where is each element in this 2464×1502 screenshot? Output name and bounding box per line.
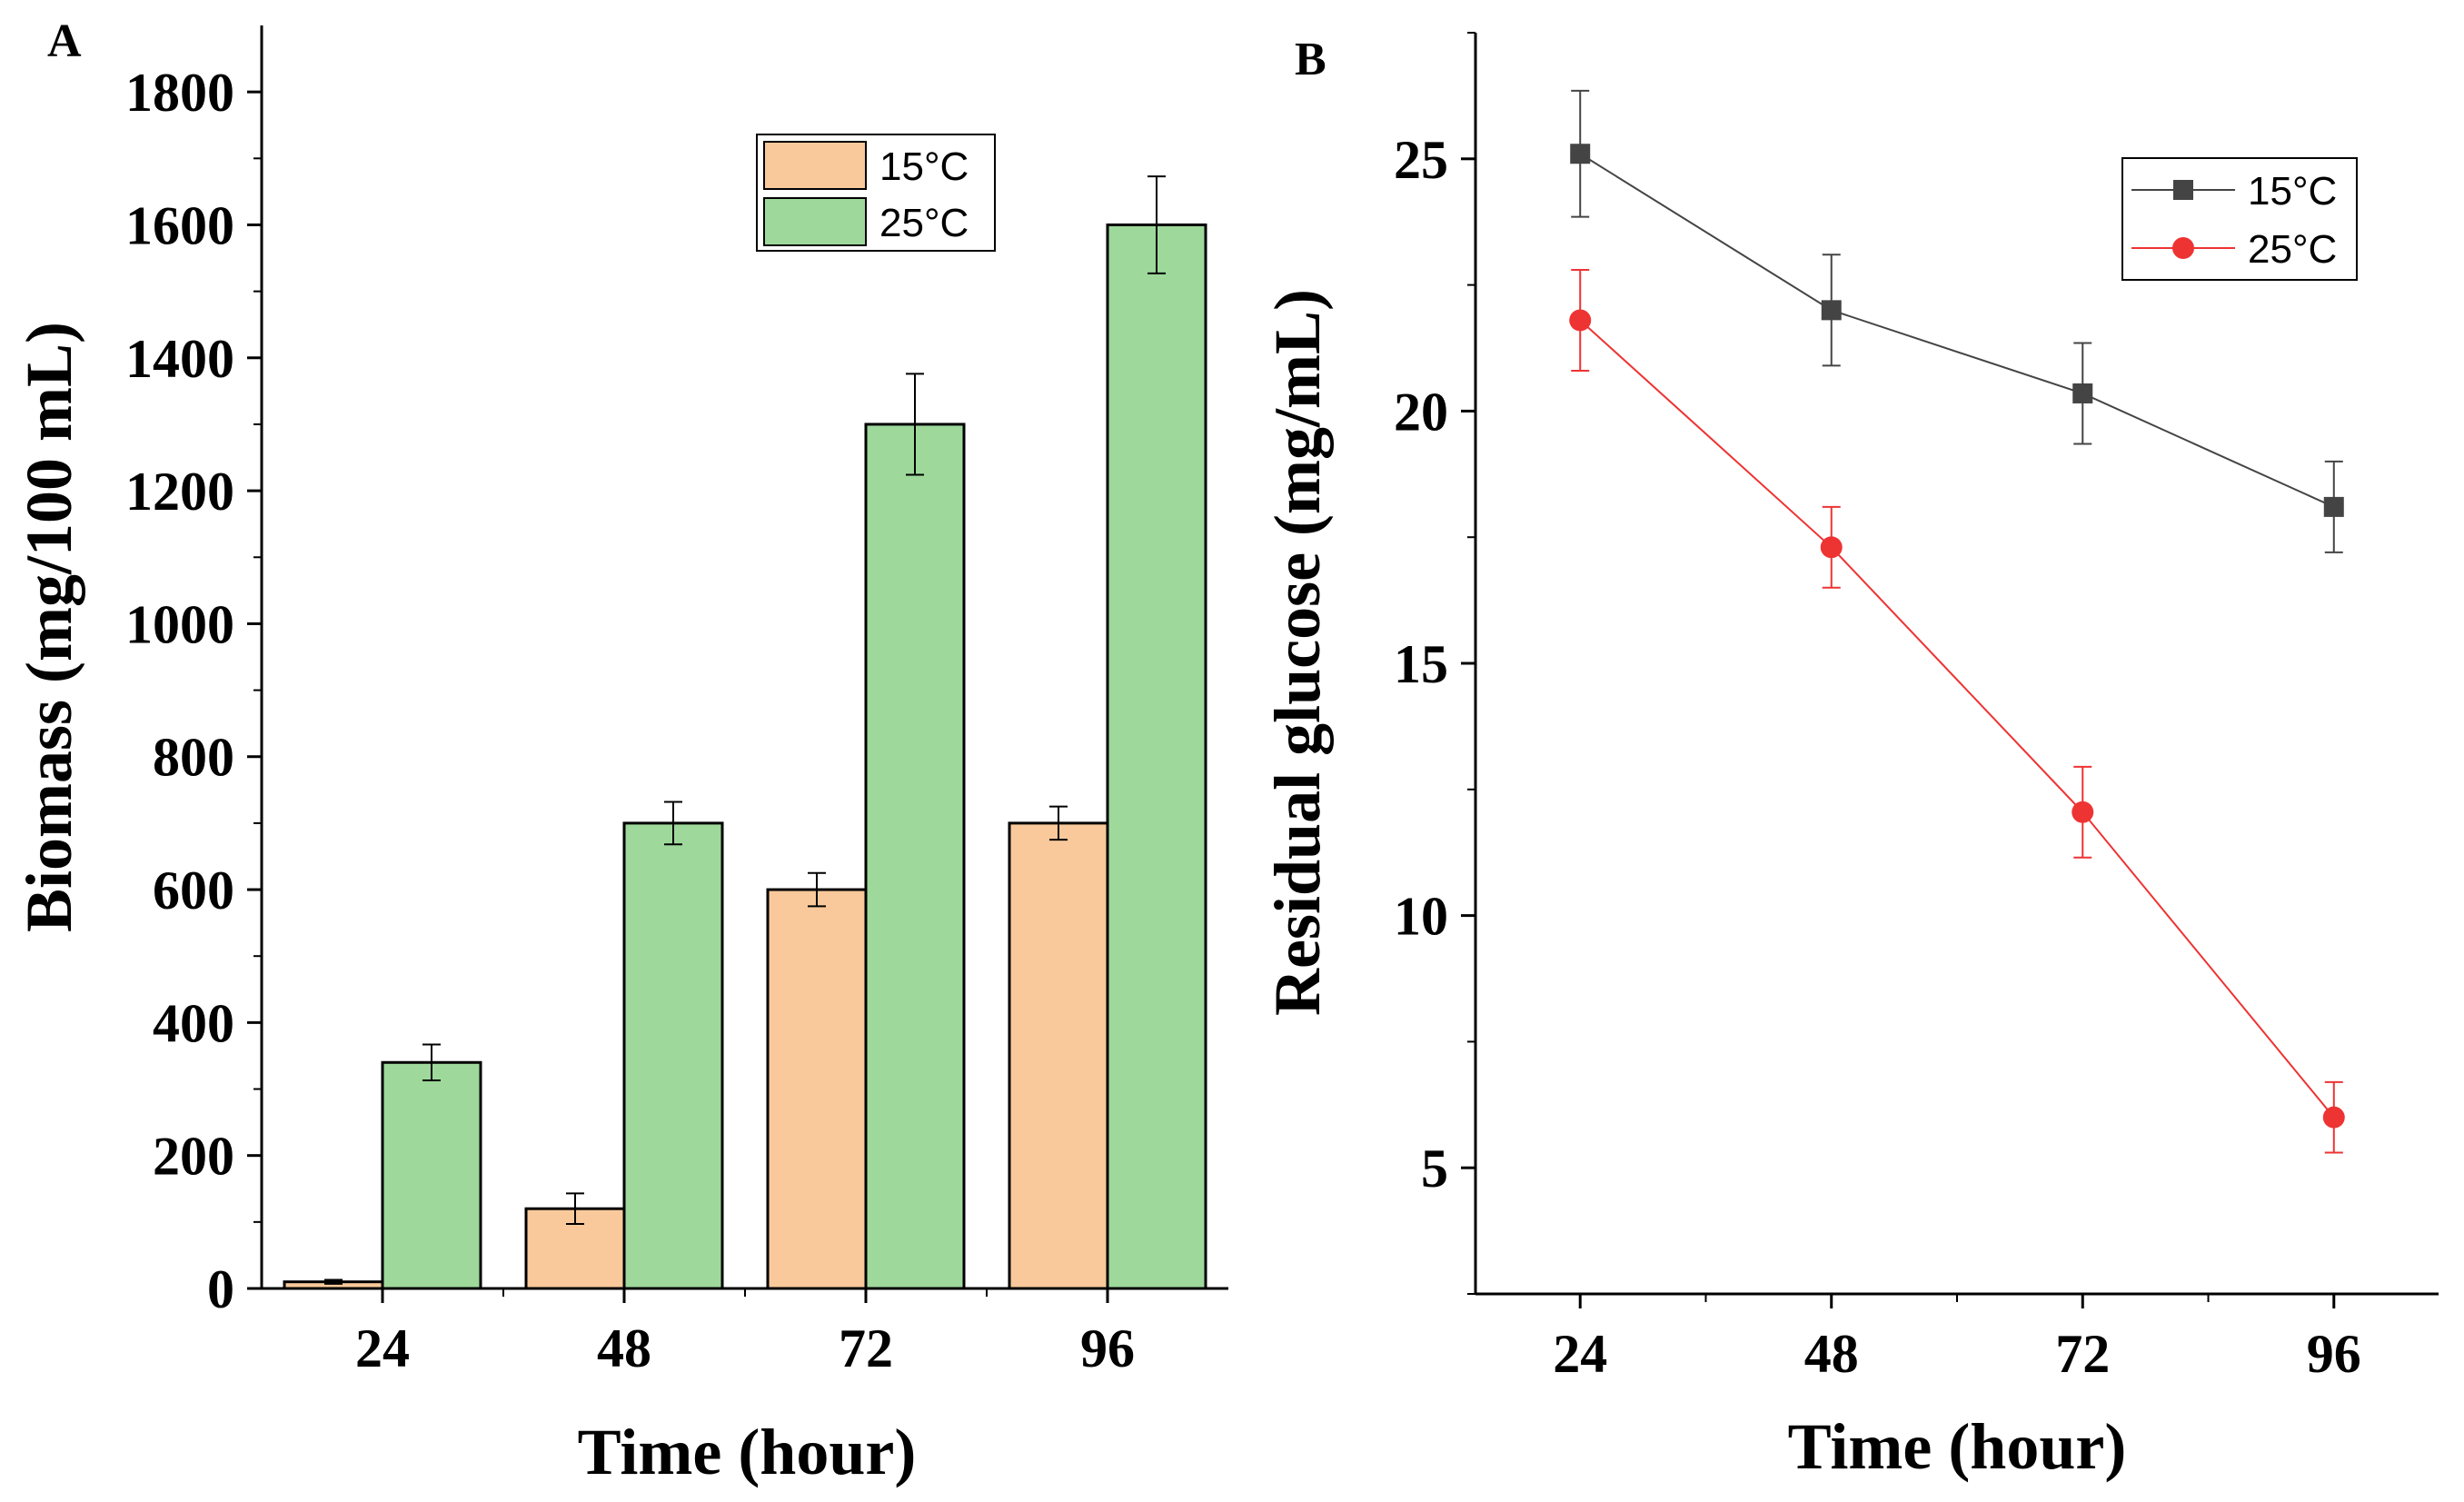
panel-a-legend: 15°C 25°C: [756, 134, 996, 252]
y-tick-label: 1400: [125, 329, 234, 389]
panel-b-x-axis-title: Time (hour): [1788, 1410, 2127, 1483]
bar: [381, 1060, 482, 1290]
panel-a-label: A: [47, 15, 82, 67]
panel-a-x-axis-title: Time (hour): [578, 1416, 917, 1488]
panel-a-x-ticks: 24 48 72 96: [355, 1288, 1135, 1378]
series-line: [1579, 319, 2335, 1119]
y-tick-label: 10: [1394, 887, 1448, 947]
panel-a-y-axis-title: Biomass (mg/100 mL): [13, 322, 85, 932]
legend-marker-circle: [2172, 237, 2194, 259]
x-tick-label: 72: [839, 1318, 893, 1378]
data-point-square: [1570, 144, 1591, 164]
y-tick-label: 1600: [125, 195, 234, 255]
data-point-square: [2323, 496, 2344, 517]
data-point-square: [1821, 300, 1842, 321]
panel-b-y-ticks: 5 10 15 20 25: [1394, 32, 1475, 1295]
x-tick-label: 96: [2307, 1324, 2361, 1384]
panel-b-x-ticks: 24 48 72 96: [1553, 1294, 2361, 1384]
x-tick-label: 24: [355, 1318, 410, 1378]
legend-marker-square: [2173, 180, 2193, 200]
y-tick-label: 400: [153, 993, 234, 1053]
bar: [1008, 821, 1109, 1290]
y-tick-label: 5: [1421, 1139, 1448, 1199]
data-point-square: [2072, 383, 2093, 403]
data-point-circle: [1569, 309, 1592, 332]
y-tick-label: 1800: [125, 63, 234, 123]
panel-b-legend: 15°C 25°C: [2121, 157, 2358, 281]
y-tick-label: 25: [1394, 130, 1448, 190]
legend-label: 15°C: [879, 144, 969, 189]
y-tick-label: 0: [207, 1259, 234, 1319]
y-tick-label: 800: [153, 728, 234, 788]
panel-a-bars: [283, 175, 1207, 1290]
panel-a-y-ticks: 0 200 400 600 800 1000 1200 1400 1600 1800: [125, 63, 262, 1319]
bar: [622, 821, 724, 1290]
y-tick-label: 15: [1394, 634, 1448, 694]
panel-b-y-axis-title: Residual glucose (mg/mL): [1261, 289, 1334, 1016]
panel-b-series: [1569, 89, 2345, 1154]
x-tick-label: 72: [2055, 1324, 2110, 1384]
y-tick-label: 200: [153, 1127, 234, 1187]
panel-a-legend-frame: [756, 134, 996, 252]
x-tick-label: 48: [1804, 1324, 1859, 1384]
bar: [1106, 223, 1207, 1290]
data-point-circle: [1820, 536, 1843, 559]
panel-b-label: B: [1295, 34, 1326, 85]
panel-a: A 0 200 400 600 800 1000 1200 1400 1600 1800 24 48…: [13, 15, 1228, 1488]
legend-label: 15°C: [2248, 169, 2337, 214]
legend-swatch: [763, 197, 867, 246]
bar: [864, 423, 966, 1290]
y-tick-label: 1000: [125, 594, 234, 654]
y-tick-label: 20: [1394, 382, 1448, 442]
y-tick-label: 1200: [125, 462, 234, 522]
data-point-circle: [2072, 801, 2094, 823]
panel-b: B 5 10 15 20 25 24 48 72 96 Time (hour) Residua…: [1261, 32, 2439, 1483]
legend-label: 25°C: [2248, 227, 2337, 272]
x-tick-label: 96: [1080, 1318, 1135, 1378]
panel-b-legend-frame: [2121, 157, 2358, 281]
legend-swatch: [763, 141, 867, 190]
data-point-circle: [2322, 1106, 2345, 1129]
x-tick-label: 48: [597, 1318, 651, 1378]
bar: [766, 888, 868, 1290]
legend-label: 25°C: [879, 201, 969, 245]
y-tick-label: 600: [153, 860, 234, 920]
x-tick-label: 24: [1553, 1324, 1607, 1384]
series-line: [1579, 153, 2335, 508]
